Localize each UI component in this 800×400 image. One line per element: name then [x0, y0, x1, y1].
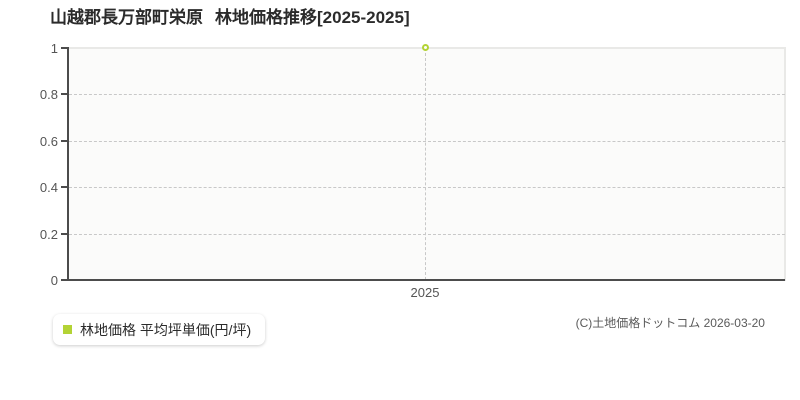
x-axis-line: [67, 279, 785, 281]
y-axis-line: [67, 47, 69, 281]
legend-item-label: 林地価格 平均坪単価(円/坪): [80, 321, 252, 338]
y-axis-label: 0.2: [39, 227, 58, 242]
y-axis-label: 0.4: [39, 180, 58, 195]
y-axis-label: 0.8: [39, 87, 58, 102]
y-axis-label: 0.6: [39, 134, 58, 149]
gridline-horizontal: [69, 141, 785, 143]
x-axis-label: 2025: [410, 285, 440, 300]
legend-square-marker-icon: [63, 325, 72, 334]
gridline-horizontal: [69, 94, 785, 96]
chart-legend[interactable]: 林地価格 平均坪単価(円/坪): [53, 314, 266, 345]
y-axis-tick: [61, 279, 68, 281]
y-axis-tick: [61, 47, 68, 49]
y-axis-tick: [61, 140, 68, 142]
plot-right-border: [784, 47, 786, 281]
y-axis-tick: [61, 233, 68, 235]
data-point-marker[interactable]: [422, 44, 429, 51]
gridline-vertical: [425, 48, 427, 280]
y-axis-label: 1: [50, 41, 58, 56]
chart-title: 山越郡長万部町栄原 林地価格推移[2025-2025]: [50, 6, 410, 30]
gridline-horizontal: [69, 234, 785, 236]
plot-area: [68, 48, 785, 280]
y-axis-tick: [61, 186, 68, 188]
chart-title-metric: 林地価格推移[2025-2025]: [215, 8, 410, 27]
copyright-notice: (C)土地価格ドットコム 2026-03-20: [575, 316, 765, 330]
y-axis-tick: [61, 93, 68, 95]
gridline-horizontal: [69, 187, 785, 189]
chart-title-area: 山越郡長万部町栄原: [50, 8, 203, 27]
y-axis-label: 0: [50, 273, 58, 288]
